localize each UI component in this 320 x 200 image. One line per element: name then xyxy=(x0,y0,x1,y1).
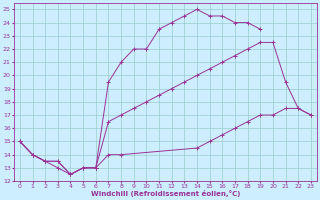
X-axis label: Windchill (Refroidissement éolien,°C): Windchill (Refroidissement éolien,°C) xyxy=(91,190,240,197)
